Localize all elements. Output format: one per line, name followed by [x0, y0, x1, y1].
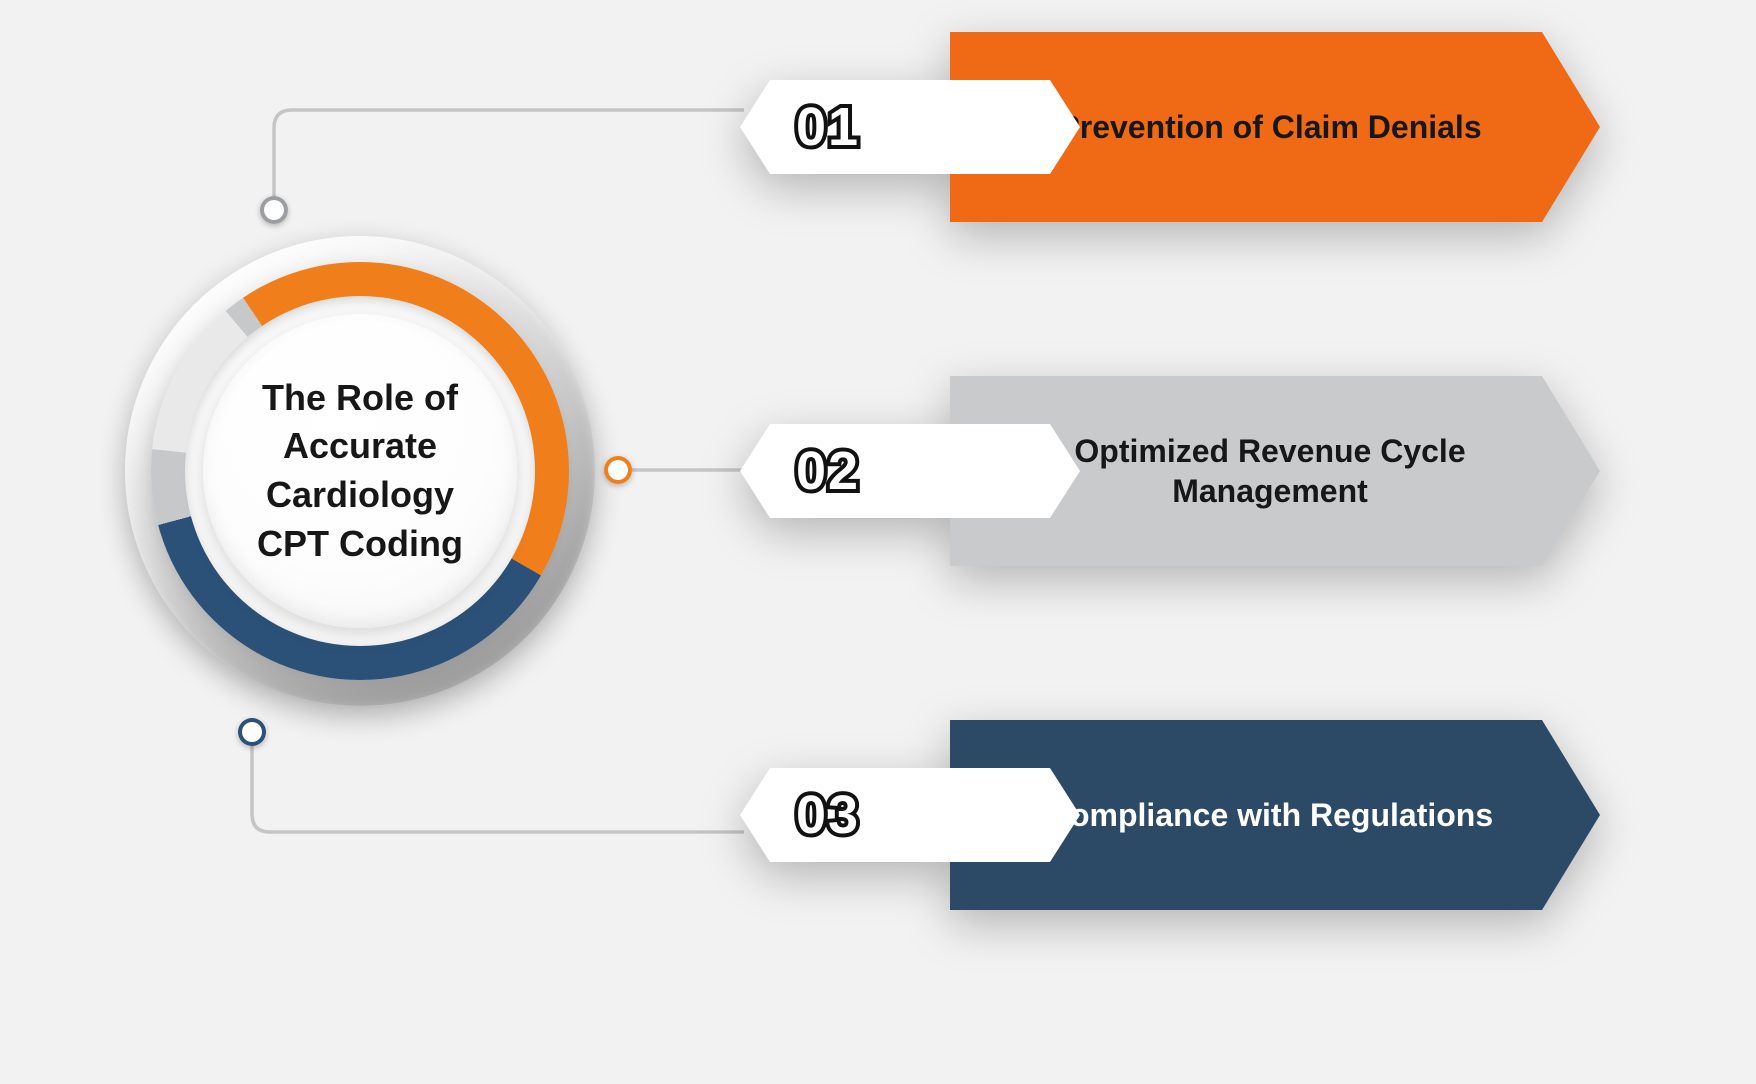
card-01: Prevention of Claim Denials 01 01 [740, 32, 1600, 222]
card-02-label: Optimized Revenue Cycle Management [1030, 431, 1510, 511]
center-inner: The Role of Accurate Cardiology CPT Codi… [203, 314, 517, 628]
card-01-label: Prevention of Claim Denials [1058, 107, 1481, 147]
center-title: The Role of Accurate Cardiology CPT Codi… [233, 374, 487, 568]
card-01-numplate: 01 01 [740, 80, 1080, 174]
card-01-number: 01 01 [796, 96, 860, 158]
card-03-numplate: 03 03 [740, 768, 1080, 862]
connector-dot-top [260, 196, 288, 224]
connector-dot-right [604, 456, 632, 484]
card-02: Optimized Revenue Cycle Management 02 02 [740, 376, 1600, 566]
card-03-label: Compliance with Regulations [1047, 795, 1493, 835]
card-02-number: 02 02 [796, 440, 860, 502]
card-03: Compliance with Regulations 03 03 [740, 720, 1600, 910]
center-circle: The Role of Accurate Cardiology CPT Codi… [125, 236, 595, 706]
card-02-numplate: 02 02 [740, 424, 1080, 518]
infographic-canvas: The Role of Accurate Cardiology CPT Codi… [0, 0, 1756, 1084]
connector-dot-bottom [238, 718, 266, 746]
card-03-number: 03 03 [796, 784, 860, 846]
